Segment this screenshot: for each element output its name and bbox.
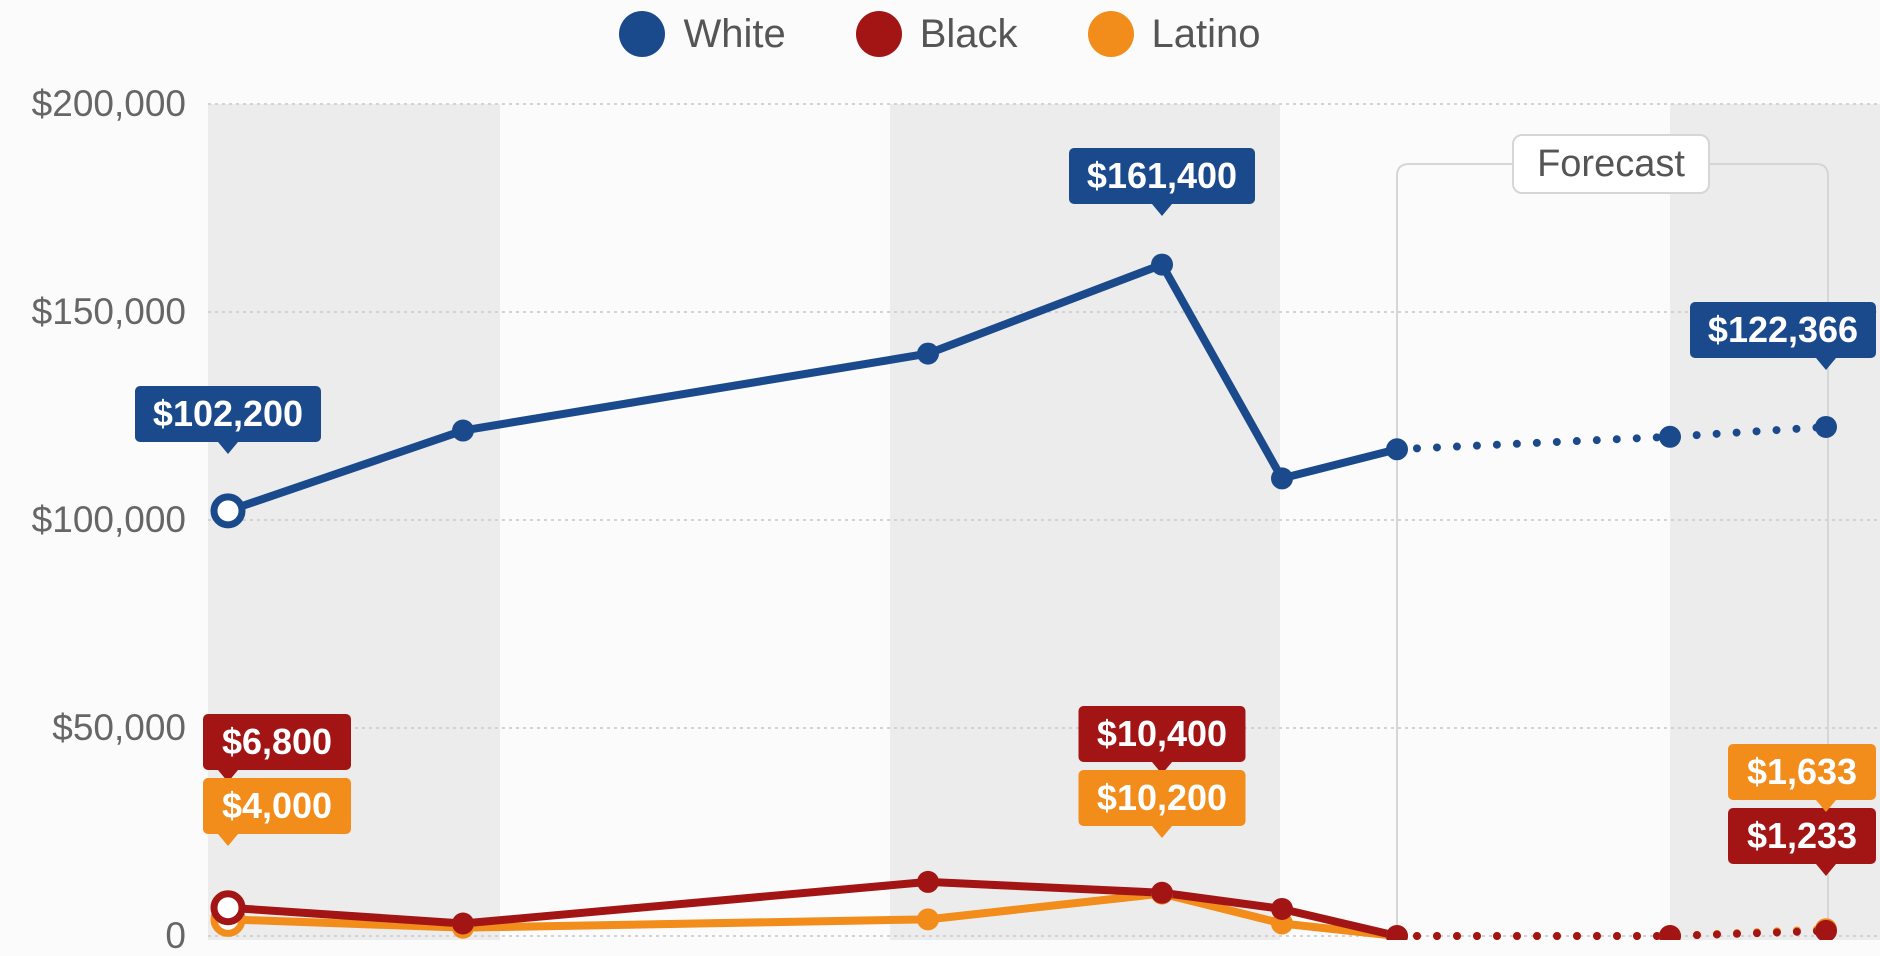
data-labels: $102,200 $161,400 $122,366 $6,800 $10,400 $1,… <box>135 148 1876 876</box>
series-line-white <box>224 260 1401 515</box>
data-point-white-0 <box>210 493 246 529</box>
series-lines <box>224 260 1830 940</box>
data-label-box-white-0 <box>135 386 321 442</box>
data-label-box-black-3 <box>1078 706 1246 762</box>
legend-label-white: White <box>683 11 786 56</box>
data-label-pointer-latino-0 <box>218 834 238 846</box>
y-tick-label-200000: $200,000 <box>31 83 186 124</box>
data-label-text-white-3: $161,400 <box>1087 155 1237 196</box>
data-point-white-3 <box>1151 253 1173 276</box>
data-label-box-black-7 <box>1728 808 1876 864</box>
data-point-black-7 <box>1815 919 1837 940</box>
data-label-pointer-black-7 <box>1816 864 1836 876</box>
data-point-white-1 <box>452 419 474 442</box>
legend-marker-black <box>855 11 902 57</box>
data-label-black-3: $10,400 <box>1078 706 1246 774</box>
data-label-text-latino-7: $1,633 <box>1747 751 1857 792</box>
forecast-bracket-left <box>1396 163 1512 940</box>
series-line-latino <box>224 889 1401 940</box>
data-point-black-1 <box>452 912 474 935</box>
background-bands <box>208 104 1880 940</box>
data-point-white-4 <box>1271 467 1293 490</box>
data-label-pointer-latino-3 <box>1152 826 1172 838</box>
background-band-2 <box>1670 104 1880 940</box>
data-label-white-7: $122,366 <box>1690 302 1876 370</box>
data-label-pointer-white-3 <box>1152 204 1172 216</box>
data-label-text-black-7: $1,233 <box>1747 815 1857 856</box>
data-label-pointer-black-0 <box>218 770 238 782</box>
legend-item-black[interactable]: Black <box>855 11 1018 57</box>
data-label-latino-0: $4,000 <box>203 778 351 846</box>
legend: White Black Latino <box>0 6 1880 62</box>
forecast-region <box>1396 163 1829 940</box>
data-label-text-white-0: $102,200 <box>153 393 303 434</box>
data-point-black-3 <box>1151 881 1173 904</box>
y-tick-label-0: 0 <box>165 915 186 956</box>
y-tick-label-100000: $100,000 <box>31 499 186 540</box>
data-point-black-0 <box>210 890 246 926</box>
series-forecast-line-white <box>1393 422 1830 454</box>
data-label-box-latino-7 <box>1728 744 1876 800</box>
data-label-black-0: $6,800 <box>203 714 351 782</box>
y-tick-label-50000: $50,000 <box>52 707 186 748</box>
legend-marker-white <box>619 11 666 57</box>
legend-label-latino: Latino <box>1151 11 1261 56</box>
legend-marker-latino <box>1087 11 1134 57</box>
data-label-black-7: $1,233 <box>1728 808 1876 876</box>
data-point-black-6 <box>1659 925 1681 940</box>
data-label-text-black-3: $10,400 <box>1097 713 1227 754</box>
data-label-text-latino-3: $10,200 <box>1097 777 1227 818</box>
legend-item-white[interactable]: White <box>619 11 786 57</box>
data-label-white-0: $102,200 <box>135 386 321 454</box>
y-tick-label-150000: $150,000 <box>31 291 186 332</box>
data-label-text-black-0: $6,800 <box>222 721 332 762</box>
legend-label-black: Black <box>919 11 1018 56</box>
data-label-pointer-latino-7 <box>1816 800 1836 812</box>
data-point-white-7 <box>1815 415 1837 438</box>
data-point-white-5 <box>1386 438 1408 461</box>
data-label-text-latino-0: $4,000 <box>222 785 332 826</box>
series-points <box>210 253 1837 940</box>
data-label-pointer-white-7 <box>1816 358 1836 370</box>
forecast-label: Forecast <box>1512 134 1710 194</box>
data-label-box-black-0 <box>203 714 351 770</box>
data-label-latino-7: $1,633 <box>1728 744 1876 812</box>
data-label-box-white-7 <box>1690 302 1876 358</box>
data-point-black-2 <box>917 870 939 893</box>
data-label-box-latino-0 <box>203 778 351 834</box>
data-label-latino-3: $10,200 <box>1078 770 1246 838</box>
forecast-bracket-right <box>1710 163 1829 940</box>
data-label-box-latino-3 <box>1078 770 1246 826</box>
data-label-pointer-black-3 <box>1152 762 1172 774</box>
data-label-text-white-7: $122,366 <box>1708 309 1858 350</box>
data-label-pointer-white-0 <box>218 442 238 454</box>
series-line-black <box>224 877 1401 940</box>
data-label-box-white-3 <box>1069 148 1255 204</box>
legend-item-latino[interactable]: Latino <box>1087 11 1261 57</box>
data-label-white-3: $161,400 <box>1069 148 1255 216</box>
data-point-black-5 <box>1386 925 1408 940</box>
data-point-white-2 <box>917 342 939 365</box>
data-point-latino-2 <box>917 908 939 931</box>
series-forecast-line-black <box>1393 926 1830 940</box>
data-point-white-6 <box>1659 425 1681 448</box>
data-point-black-4 <box>1271 897 1293 920</box>
